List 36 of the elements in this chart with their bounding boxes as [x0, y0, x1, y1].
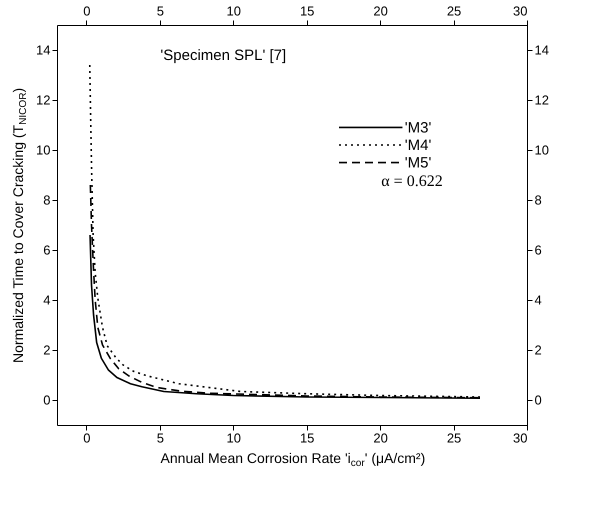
y2-tick-label: 6 [534, 242, 542, 258]
x-tick-label: 15 [300, 430, 314, 446]
y2-tick-label: 14 [534, 42, 549, 58]
x2-tick-label: 5 [156, 4, 164, 18]
y2-tick-label: 4 [534, 292, 542, 308]
y-tick-label: 0 [43, 392, 50, 408]
x-tick-label: 0 [83, 430, 90, 446]
x-tick-label: 30 [513, 430, 528, 446]
y-tick-label: 12 [36, 92, 50, 108]
y2-tick-label: 2 [534, 342, 542, 358]
y-tick-label: 10 [36, 142, 50, 158]
y2-tick-label: 0 [534, 392, 542, 408]
y-tick-label: 4 [43, 292, 50, 308]
y2-tick-label: 8 [534, 192, 542, 208]
x-tick-label: 5 [156, 430, 164, 446]
x2-tick-label: 30 [513, 4, 528, 18]
legend-label: 'M5' [404, 154, 432, 172]
y-tick-label: 6 [43, 242, 50, 258]
x2-tick-label: 10 [226, 4, 241, 18]
y-tick-label: 2 [43, 342, 50, 358]
annotation: α = 0.622 [381, 173, 443, 190]
y-tick-label: 8 [43, 192, 50, 208]
x-tick-label: 20 [373, 430, 388, 446]
y2-tick-label: 12 [534, 92, 549, 108]
x-tick-label: 25 [446, 430, 462, 446]
x2-tick-label: 20 [373, 4, 388, 18]
x-tick-label: 10 [226, 430, 241, 446]
x2-tick-label: 25 [446, 4, 462, 18]
annotation: 'Specimen SPL' [7] [160, 47, 286, 64]
legend-label: 'M3' [404, 119, 432, 136]
y-axis-title: Normalized Time to Cover Cracking (TNICOR) [10, 88, 30, 363]
legend-label: 'M4' [404, 137, 432, 154]
x2-tick-label: 15 [300, 4, 314, 18]
x2-tick-label: 0 [83, 4, 90, 18]
y-tick-label: 14 [36, 42, 50, 58]
y2-tick-label: 10 [534, 142, 549, 158]
